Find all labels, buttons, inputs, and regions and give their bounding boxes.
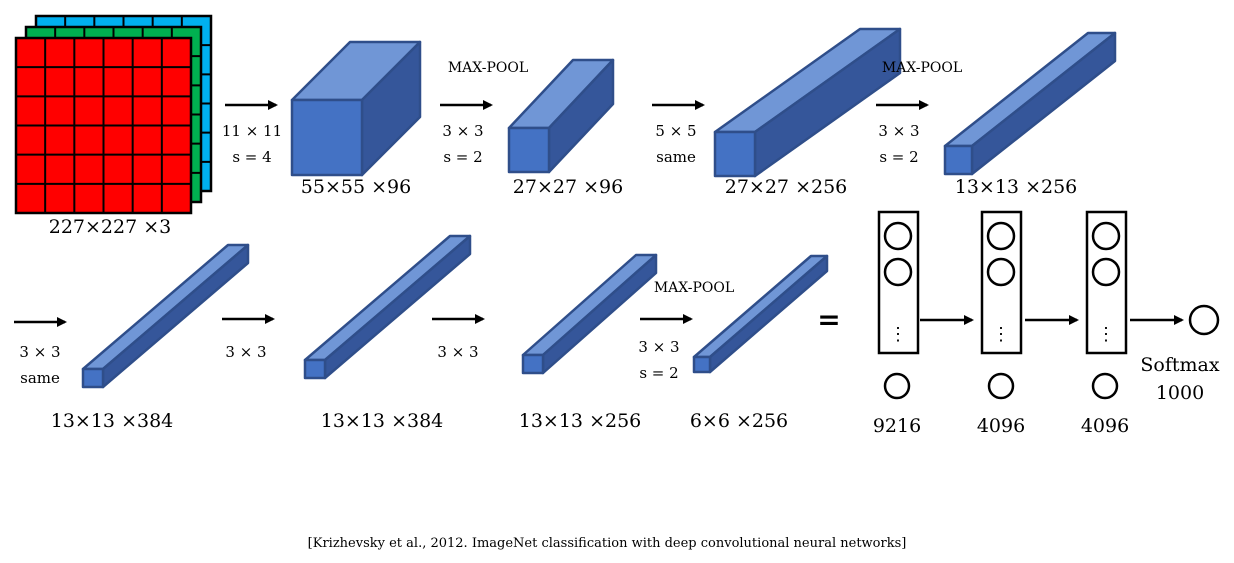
pool2-title: MAX-POOL xyxy=(882,60,962,76)
fc-layer-1-ellipsis: ⋮ xyxy=(889,324,907,345)
volume-2-front-face xyxy=(507,126,551,174)
volume-8-side-face xyxy=(708,254,829,374)
volume-1-dim-label: 55×55 ×96 xyxy=(301,176,411,198)
fc-layer-2-bias-neuron xyxy=(987,372,1015,400)
volumes-group xyxy=(81,27,1117,389)
fc-layer-2-size-label: 4096 xyxy=(977,415,1025,437)
volume-5-dim-label: 13×13 ×384 xyxy=(51,410,174,432)
volume-8-dim-label: 6×6 ×256 xyxy=(690,410,788,432)
softmax-output-neuron xyxy=(1188,304,1220,336)
fc-layer-1-size-label: 9216 xyxy=(873,415,921,437)
pool3-filter-label: 3 × 3 xyxy=(638,338,679,356)
volume-3-front-face xyxy=(713,130,757,178)
fc-layer-2: ⋮ 4096 xyxy=(977,210,1025,437)
fc-layer-3-size-label: 4096 xyxy=(1081,415,1129,437)
fc-layer-1-bias-neuron xyxy=(883,372,911,400)
volume-8-top-face xyxy=(692,254,829,359)
fc-layer-3: ⋮ 4096 xyxy=(1081,210,1129,437)
volume-5-front-face xyxy=(81,367,105,389)
pool2-stride-label: s = 2 xyxy=(879,148,918,166)
softmax-label: Softmax xyxy=(1140,354,1219,376)
volume-3-block xyxy=(713,27,902,178)
volume-8-front-face xyxy=(692,355,712,374)
volume-5-side-face xyxy=(101,243,250,389)
fc-layer-2-ellipsis: ⋮ xyxy=(992,324,1010,345)
fc-layer-3-ellipsis: ⋮ xyxy=(1097,324,1115,345)
pool2-filter-label: 3 × 3 xyxy=(878,122,919,140)
input-dim-label: 227×227 ×3 xyxy=(49,216,172,238)
fc-layer-3-neuron xyxy=(1091,257,1121,287)
conv3-filter-label: 3 × 3 xyxy=(19,343,60,361)
softmax-units-label: 1000 xyxy=(1156,382,1204,404)
pool1-stride-label: s = 2 xyxy=(443,148,482,166)
pool3-title: MAX-POOL xyxy=(654,280,734,296)
volume-4-side-face xyxy=(970,31,1117,176)
volume-7-dim-label: 13×13 ×256 xyxy=(519,410,642,432)
conv2-padding-label: same xyxy=(656,148,696,166)
volume-2-block xyxy=(507,58,615,174)
volume-7-block xyxy=(521,253,658,375)
fc-layer-2-neuron xyxy=(986,257,1016,287)
fc-layer-1-neuron xyxy=(883,221,913,251)
pool3-stride-label: s = 2 xyxy=(639,364,678,382)
volume-6-dim-label: 13×13 ×384 xyxy=(321,410,444,432)
volume-6-top-face xyxy=(303,234,472,362)
conv1-filter-label: 11 × 11 xyxy=(222,122,282,140)
volume-7-top-face xyxy=(521,253,658,357)
volume-6-front-face xyxy=(303,358,327,380)
fc-layer-1: ⋮ 9216 xyxy=(873,210,921,437)
input-channel-red xyxy=(14,36,193,215)
volume-5-block xyxy=(81,243,250,389)
volume-5-top-face xyxy=(81,243,250,371)
conv2-filter-label: 5 × 5 xyxy=(655,122,696,140)
volume-8-block xyxy=(692,254,829,374)
volume-1-front-face xyxy=(290,98,364,177)
volume-6-block xyxy=(303,234,472,380)
volume-2-dim-label: 27×27 ×96 xyxy=(513,176,623,198)
citation: [Krizhevsky et al., 2012. ImageNet class… xyxy=(308,536,907,551)
volume-4-dim-label: 13×13 ×256 xyxy=(955,176,1078,198)
pool1-filter-label: 3 × 3 xyxy=(442,122,483,140)
volume-3-dim-label: 27×27 ×256 xyxy=(725,176,848,198)
conv4-filter-label: 3 × 3 xyxy=(225,343,266,361)
fc-layer-2-neuron xyxy=(986,221,1016,251)
pool1-title: MAX-POOL xyxy=(448,60,528,76)
volume-4-front-face xyxy=(943,144,974,176)
fc-layer-3-bias-neuron xyxy=(1091,372,1119,400)
equals-sign: = xyxy=(817,303,840,336)
conv3-padding-label: same xyxy=(20,369,60,387)
conv5-filter-label: 3 × 3 xyxy=(437,343,478,361)
volume-1-block xyxy=(290,40,422,177)
conv1-stride-label: s = 4 xyxy=(232,148,271,166)
fc-layer-1-neuron xyxy=(883,257,913,287)
fc-layer-3-neuron xyxy=(1091,221,1121,251)
volume-7-front-face xyxy=(521,353,545,375)
input-image-rgb-stack xyxy=(14,14,213,215)
volume-4-block xyxy=(943,31,1117,176)
